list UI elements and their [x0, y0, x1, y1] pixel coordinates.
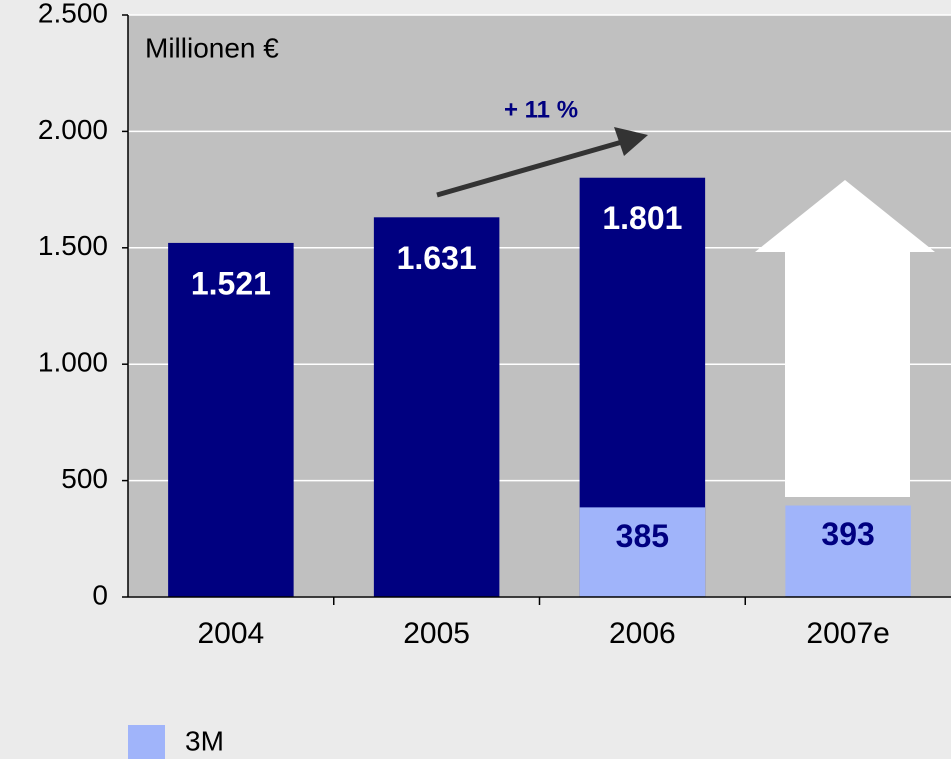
bars: 1.521 1.631 1.801 385 393 [168, 177, 911, 597]
y-tick-label: 1.000 [38, 347, 108, 378]
y-tick-label: 0 [92, 579, 108, 610]
y-tick-label: 2.500 [38, 0, 108, 28]
bar [579, 507, 706, 597]
bar [373, 217, 500, 597]
unit-label: Millionen € [145, 32, 279, 63]
y-tick-label: 2.000 [38, 114, 108, 145]
growth-arrow [436, 139, 623, 198]
legend-label: 3M [185, 725, 224, 756]
data-label: 1.631 [397, 240, 477, 276]
data-label: 393 [821, 516, 874, 552]
x-tick-label: 2006 [609, 617, 676, 650]
x-tick-label: 2007e [806, 617, 889, 650]
forecast-arrow [755, 180, 935, 497]
y-tick-label: 1.500 [38, 230, 108, 261]
x-tick-label: 2004 [198, 617, 265, 650]
y-tick-label: 500 [61, 463, 108, 494]
data-label: 1.801 [602, 200, 682, 236]
growth-arrow-head [614, 127, 648, 156]
data-label: 385 [616, 518, 669, 554]
bar [785, 505, 911, 597]
legend-swatch [128, 725, 165, 759]
x-tick-label: 2005 [403, 617, 470, 650]
data-label: 1.521 [191, 265, 271, 301]
bar [168, 242, 294, 597]
growth-label: + 11 % [504, 96, 578, 123]
